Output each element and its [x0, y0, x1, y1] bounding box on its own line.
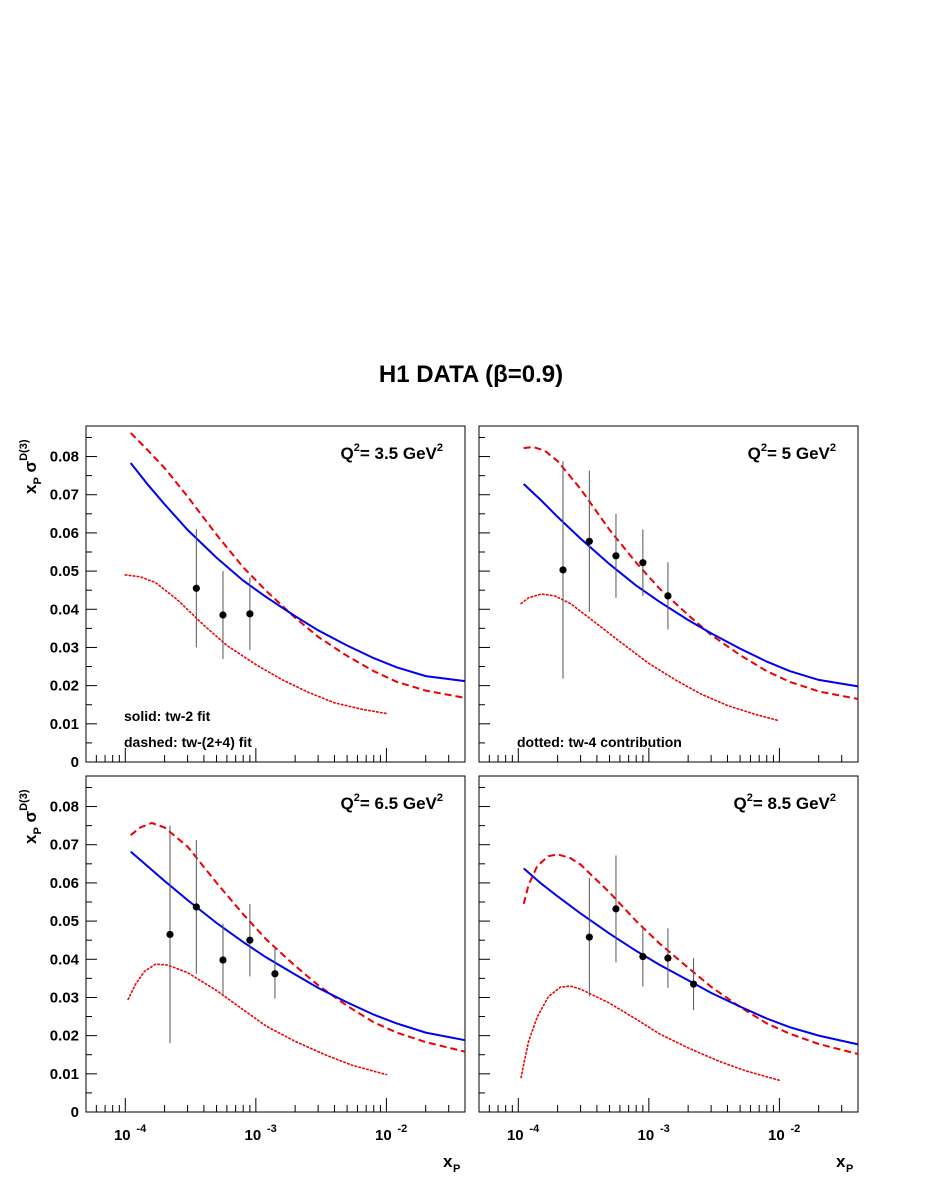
q2-label: Q2= 6.5 GeV2: [340, 792, 443, 813]
data-point: [639, 559, 647, 567]
data-point: [166, 930, 174, 939]
y-axis-label: xP σD(3): [18, 789, 44, 844]
x-axis-label-subscript: P: [846, 1163, 853, 1175]
panel-frame: [85, 775, 466, 1113]
y-tick-label: 0.01: [50, 716, 79, 733]
data-point: [192, 903, 200, 911]
tw24-fit-curve: [522, 853, 859, 1055]
tw24-fit-curve: [129, 432, 466, 699]
data-point: [246, 610, 254, 618]
y-tick-label: 0: [71, 1104, 79, 1121]
y-tick-label: 0.06: [50, 525, 79, 542]
y-tick-label: 0.06: [50, 875, 79, 892]
data-point: [612, 552, 620, 560]
data-point: [664, 954, 672, 962]
x-tick-label-exponent: -3: [267, 1123, 277, 1135]
q2-label: Q2= 8.5 GeV2: [733, 792, 836, 813]
data-point: [219, 956, 227, 964]
x-tick-label: 10: [638, 1127, 655, 1144]
x-axis-label-subscript: P: [453, 1163, 460, 1175]
tw4-contribution-curve: [124, 574, 388, 715]
data-point: [585, 537, 593, 545]
x-axis-label: x: [443, 1152, 453, 1171]
tw2-fit-curve: [523, 867, 859, 1046]
panel-4: 10 -4 10 -3 10 -2 x P Q2= 8.5 GeV2: [478, 775, 859, 1175]
data-point: [559, 566, 567, 574]
tw2-fit-curve: [523, 483, 859, 688]
y-tick-label: 0.04: [50, 951, 80, 968]
x-axis-label: x: [836, 1152, 846, 1171]
y-tick-label: 0.08: [50, 449, 79, 466]
y-tick-label: 0.04: [50, 601, 80, 618]
tw2-fit-curve: [129, 462, 466, 683]
legend-note-dashed: dashed: tw-(2+4) fit: [124, 734, 252, 750]
y-tick-label: 0: [71, 754, 79, 771]
x-tick-label: 10: [507, 1127, 524, 1144]
panel-1: 0 0.01 0.02 0.03 0.04 0.05 0.06 0.07 0.08 xP σD(3…: [18, 425, 466, 771]
y-axis-label: xP σD(3): [18, 439, 44, 494]
y-tick-label: 0.01: [50, 1066, 79, 1083]
x-tick-label-exponent: -2: [398, 1123, 408, 1135]
panel-frame: [85, 425, 466, 763]
x-tick-label: 10: [375, 1127, 392, 1144]
panels: 0 0.01 0.02 0.03 0.04 0.05 0.06 0.07 0.08 xP σD(3…: [18, 425, 859, 1175]
q2-label: Q2= 5 GeV2: [748, 442, 836, 463]
y-tick-label: 0.05: [50, 563, 79, 580]
y-tick-label: 0.07: [50, 487, 79, 504]
tw4-contribution-curve: [127, 963, 388, 1076]
data-point: [246, 936, 254, 944]
x-tick-label: 10: [768, 1127, 785, 1144]
data-point: [585, 933, 593, 941]
tw24-fit-curve: [523, 445, 859, 700]
x-tick-label-exponent: -4: [529, 1123, 540, 1135]
tw2-fit-curve: [130, 850, 466, 1042]
y-tick-label: 0.02: [50, 678, 79, 695]
tw24-fit-curve: [130, 821, 466, 1053]
y-tick-label: 0.03: [50, 989, 79, 1006]
x-tick-label: 10: [245, 1127, 262, 1144]
tw4-contribution-curve: [520, 593, 781, 722]
legend-note-solid: solid: tw-2 fit: [124, 708, 211, 724]
x-tick-label-exponent: -3: [660, 1123, 670, 1135]
legend-note-dotted: dotted: tw-4 contribution: [517, 734, 682, 750]
y-tick-label: 0.05: [50, 913, 79, 930]
y-tick-label: 0.03: [50, 639, 79, 656]
x-tick-label-exponent: -4: [136, 1123, 147, 1135]
x-tick-label: 10: [114, 1127, 131, 1144]
data-point: [639, 953, 647, 961]
y-tick-label: 0.07: [50, 837, 79, 854]
data-point: [192, 584, 200, 592]
data-point: [664, 592, 672, 600]
data-point: [219, 611, 227, 619]
data-point: [612, 905, 620, 913]
panel-frame: [478, 775, 859, 1113]
y-tick-label: 0.08: [50, 799, 79, 816]
data-point: [689, 980, 698, 988]
panel-2: Q2= 5 GeV2 dotted: tw-4 contribution: [478, 425, 859, 763]
q2-label: Q2= 3.5 GeV2: [340, 442, 443, 463]
x-tick-label-exponent: -2: [791, 1123, 801, 1135]
panel-frame: [478, 425, 859, 763]
figure-title: H1 DATA (β=0.9): [379, 361, 563, 388]
y-tick-label: 0.02: [50, 1028, 79, 1045]
data-point: [271, 970, 279, 978]
tw4-contribution-curve: [520, 985, 781, 1082]
